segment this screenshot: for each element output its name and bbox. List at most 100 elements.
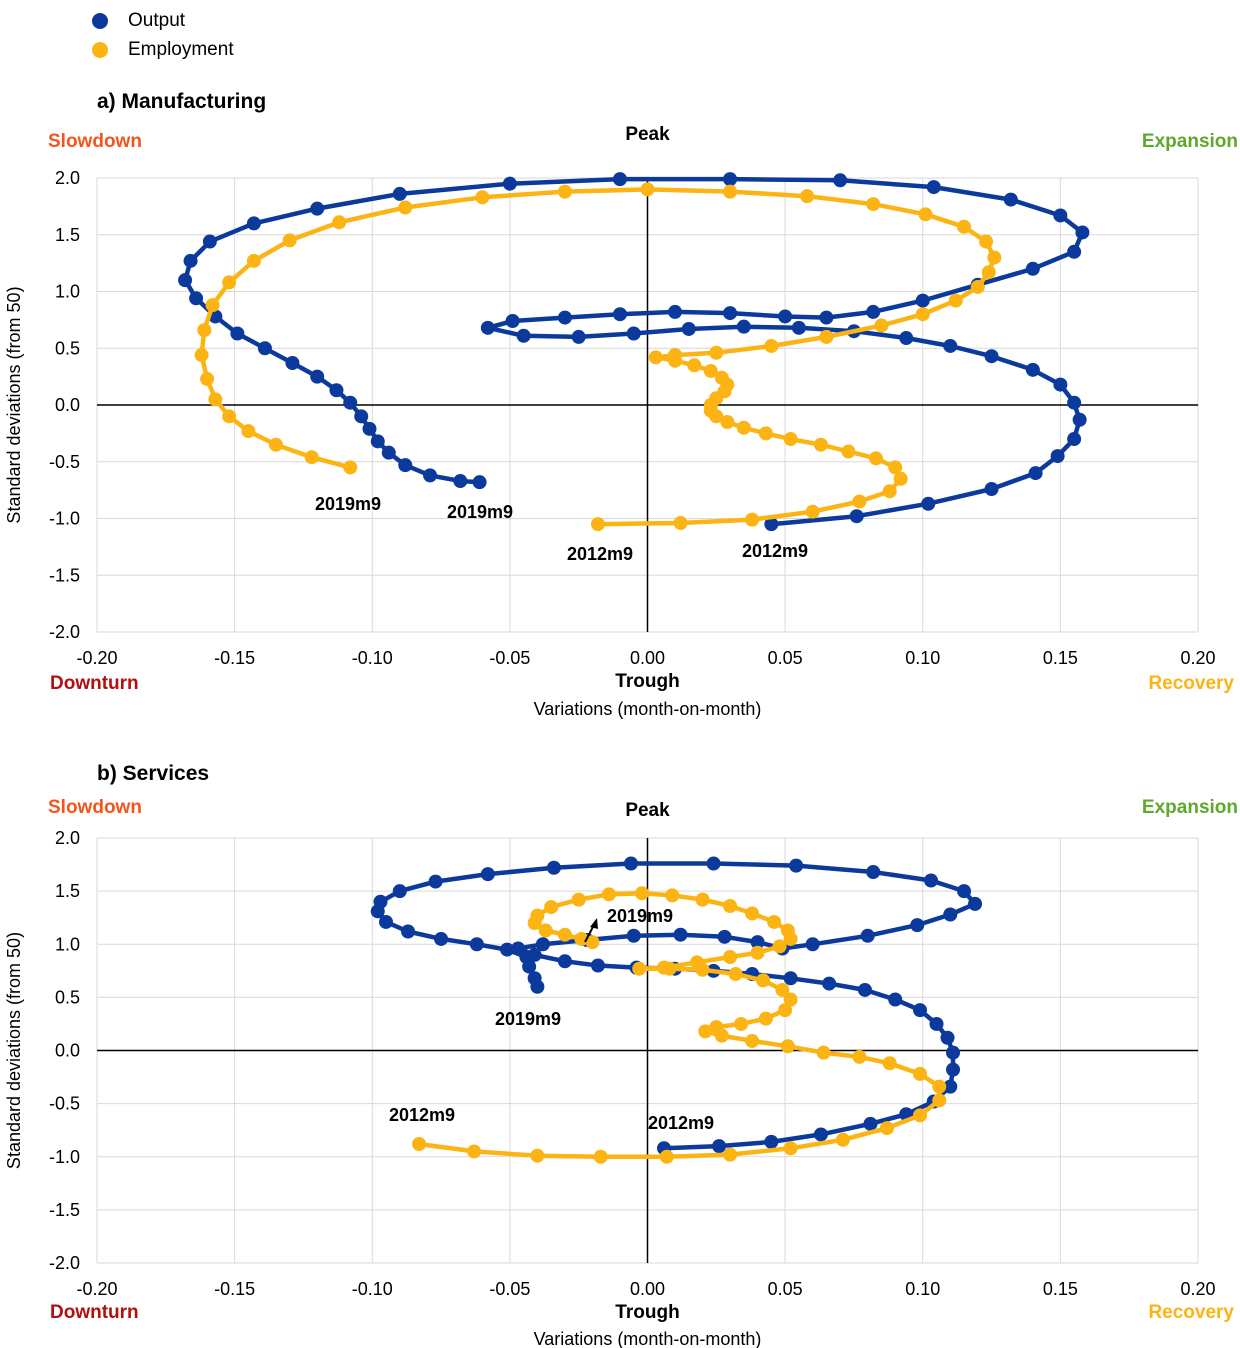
output-series-line <box>375 861 978 1151</box>
employment-data-point <box>852 1049 867 1064</box>
output-data-point <box>668 304 683 319</box>
output-data-point <box>612 307 627 322</box>
output-data-point <box>813 1127 828 1142</box>
output-data-point <box>673 927 688 942</box>
phase-label-expansion: Expansion <box>1142 131 1238 152</box>
chart-title: b) Services <box>97 762 209 785</box>
employment-data-point <box>772 939 787 954</box>
employment-data-point <box>557 927 572 942</box>
x-tick-label: -0.05 <box>489 648 530 668</box>
y-tick-label: 2.0 <box>55 168 80 188</box>
employment-data-point <box>835 1132 850 1147</box>
employment-data-point <box>912 1066 927 1081</box>
output-data-point <box>202 234 217 249</box>
employment-data-point <box>912 1108 927 1123</box>
employment-data-point <box>222 409 237 424</box>
employment-data-point <box>304 450 319 465</box>
y-axis-label: Standard deviations (from 50) <box>4 932 24 1169</box>
x-tick-label: -0.10 <box>352 1279 393 1299</box>
employment-data-point <box>695 892 710 907</box>
output-data-point <box>434 931 449 946</box>
employment-data-point <box>874 318 889 333</box>
employment-data-point <box>208 392 223 407</box>
employment-data-point <box>775 982 790 997</box>
y-tick-label: 0.0 <box>55 1041 80 1061</box>
output-data-point <box>472 475 487 490</box>
output-data-point <box>362 421 377 436</box>
output-data-point <box>1025 261 1040 276</box>
employment-data-point <box>475 190 490 205</box>
output-data-point <box>1025 362 1040 377</box>
output-data-point <box>423 468 438 483</box>
output-data-point <box>866 304 881 319</box>
employment-data-point <box>852 494 867 509</box>
output-data-point <box>379 914 394 929</box>
employment-series-line <box>199 187 997 527</box>
employment-data-point <box>530 1148 545 1163</box>
employment-data-point <box>634 886 649 901</box>
phase-label-trough: Trough <box>615 671 679 692</box>
output-data-point <box>750 935 765 950</box>
output-data-point <box>736 319 751 334</box>
annotation-label: 2019m9 <box>447 502 513 522</box>
output-data-point <box>398 458 413 473</box>
employment-data-point <box>723 899 738 913</box>
employment-data-point <box>673 516 688 531</box>
output-data-point <box>791 320 806 335</box>
output-data-point <box>912 1003 927 1018</box>
employment-data-point <box>268 437 283 452</box>
employment-data-point <box>648 350 663 365</box>
employment-data-point <box>571 892 586 907</box>
employment-data-point <box>816 1045 831 1060</box>
employment-data-point <box>585 935 600 950</box>
x-tick-label: -0.15 <box>214 648 255 668</box>
output-data-point <box>183 253 198 268</box>
output-data-point <box>764 517 779 532</box>
output-data-point <box>502 176 517 191</box>
output-series-line <box>182 176 1085 527</box>
output-data-point <box>1067 395 1082 410</box>
x-tick-label: 0.15 <box>1043 1279 1078 1299</box>
employment-data-point <box>780 923 795 938</box>
x-tick-label: 0.00 <box>630 648 665 668</box>
y-tick-label: 2.0 <box>55 828 80 848</box>
employment-data-point <box>778 1003 793 1018</box>
employment-data-point <box>527 916 542 930</box>
employment-data-point <box>557 184 572 199</box>
employment-data-point <box>657 960 672 975</box>
output-data-point <box>764 1134 779 1149</box>
employment-data-point <box>720 415 735 430</box>
employment-data-point <box>783 1141 798 1156</box>
employment-data-point <box>780 1039 795 1054</box>
employment-data-point <box>756 973 771 988</box>
y-tick-label: -1.5 <box>49 565 80 585</box>
output-data-point <box>392 884 407 899</box>
employment-data-point <box>745 512 760 527</box>
employment-data-point <box>222 275 237 290</box>
output-data-point <box>805 937 820 952</box>
phase-label-peak: Peak <box>625 800 670 821</box>
employment-data-point <box>246 253 261 268</box>
chart-panel-0: -0.20 -0.15 -0.10 -0.05 0.00 0.05 0.10 0.15 0.20… <box>4 90 1238 719</box>
output-data-point <box>1028 466 1043 481</box>
employment-data-point <box>918 207 933 222</box>
employment-data-point <box>819 329 834 344</box>
employment-data-point <box>888 460 903 475</box>
annotation-label: 2012m9 <box>567 544 633 564</box>
employment-data-point <box>957 219 972 234</box>
employment-data-point <box>866 197 881 212</box>
phase-label-slowdown: Slowdown <box>48 131 142 152</box>
output-data-point <box>833 173 848 188</box>
employment-data-point <box>981 265 996 280</box>
y-tick-label: -2.0 <box>49 1253 80 1273</box>
annotation-label: 2012m9 <box>389 1105 455 1125</box>
y-tick-label: 0.5 <box>55 987 80 1007</box>
legend-label-employment: Employment <box>128 38 234 60</box>
y-tick-label: -0.5 <box>49 452 80 472</box>
output-data-point <box>522 959 537 974</box>
output-data-point <box>984 481 999 496</box>
employment-data-point <box>698 1024 713 1039</box>
output-data-point <box>535 937 550 952</box>
x-tick-label: -0.20 <box>76 648 117 668</box>
output-data-point <box>943 907 958 922</box>
